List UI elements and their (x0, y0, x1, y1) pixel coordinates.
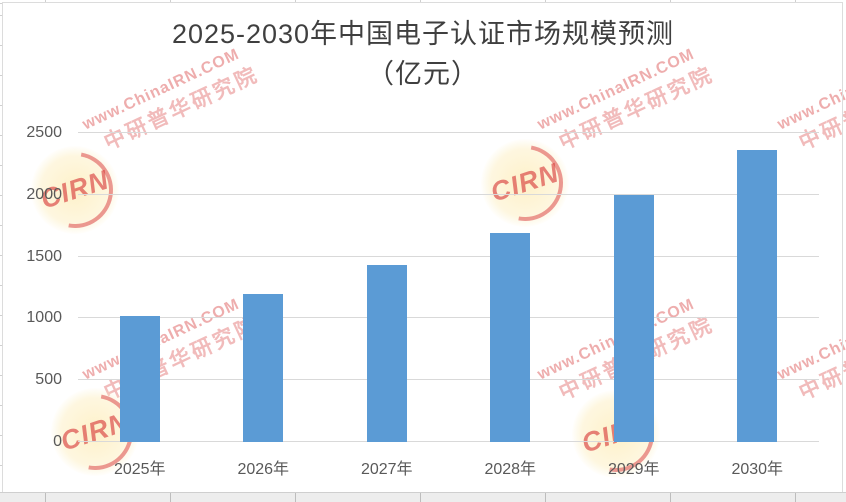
sheet-row-ticks (0, 0, 2, 492)
chart-frame-right (842, 2, 843, 492)
x-axis-tick-label: 2027年 (360, 461, 413, 478)
chart-title-line2: （亿元） (367, 59, 479, 89)
x-axis-tick-label: 2029年 (607, 461, 660, 478)
y-axis-tick-label: 2500 (26, 124, 62, 141)
plot-area (78, 132, 819, 442)
chart-frame-top (2, 2, 843, 3)
gridline (78, 193, 819, 195)
gridline (78, 317, 819, 319)
chart-title-line1: 2025-2030年中国电子认证市场规模预测 (171, 19, 675, 49)
chart-frame-left (2, 2, 3, 492)
gridline (78, 441, 819, 442)
gridline (78, 132, 819, 133)
y-axis-tick-label: 1500 (26, 247, 62, 265)
y-axis-tick-label: 2000 (26, 185, 62, 203)
bar-2025年 (119, 315, 160, 442)
x-axis: 2025年 2026年 2027年 2028年 2029年 2030年 (78, 450, 819, 478)
y-axis-tick-label: 500 (35, 371, 62, 389)
x-axis-tick-label: 2030年 (731, 461, 784, 478)
bar-2029年 (613, 194, 654, 442)
gridline (78, 255, 819, 257)
x-axis-tick-label: 2026年 (237, 461, 290, 478)
bar-2027年 (366, 265, 407, 442)
bar-2028年 (490, 233, 531, 442)
y-axis: 0 500 1000 1500 2000 2500 (10, 124, 62, 450)
bar-2030年 (737, 150, 778, 442)
gridline (78, 379, 819, 381)
bar-2026年 (243, 293, 284, 442)
y-axis-tick-label: 0 (53, 433, 62, 450)
x-axis-tick-label: 2028年 (484, 461, 537, 478)
spreadsheet-edge-band (0, 492, 846, 502)
sheet-column-ticks (0, 0, 846, 2)
x-axis-tick-label: 2025年 (113, 461, 166, 478)
y-axis-tick-label: 1000 (26, 309, 62, 327)
chart-title: 2025-2030年中国电子认证市场规模预测 （亿元） (0, 14, 846, 94)
